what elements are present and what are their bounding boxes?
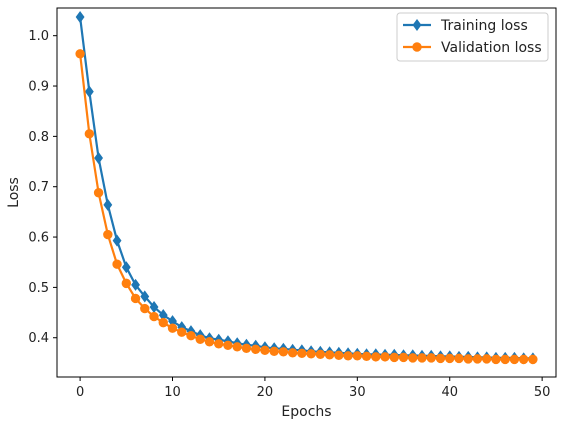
training-loss-point: [121, 261, 131, 274]
validation-loss-point: [250, 344, 261, 355]
validation-loss-point: [389, 352, 399, 363]
validation-loss-point: [491, 354, 501, 365]
validation-loss-point: [500, 354, 510, 365]
validation-loss-point: [380, 352, 390, 362]
validation-loss-point: [509, 354, 520, 365]
validation-loss-point: [103, 229, 113, 240]
validation-loss-point: [352, 351, 363, 361]
validation-loss-point: [408, 353, 418, 363]
validation-loss-point: [112, 259, 122, 269]
legend-box: [396, 12, 549, 62]
legend-training-loss-label: Training loss: [440, 18, 528, 34]
training-loss-point: [112, 234, 122, 247]
y-tick-label: 0.8: [28, 130, 49, 145]
validation-loss-point: [417, 353, 427, 363]
validation-loss-point: [204, 337, 215, 347]
validation-loss-point: [334, 350, 344, 361]
y-tick-label: 0.6: [28, 231, 49, 246]
validation-loss-point: [518, 354, 529, 365]
validation-loss-point: [269, 346, 279, 357]
y-tick-label: 1.0: [28, 29, 49, 44]
validation-loss-point: [195, 334, 205, 344]
x-tick-label: 30: [349, 385, 366, 400]
training-loss-point: [75, 11, 85, 24]
validation-loss-point: [481, 354, 492, 364]
y-tick-label: 0.5: [28, 281, 49, 296]
validation-loss-point: [177, 327, 187, 337]
x-tick-label: 50: [534, 385, 551, 400]
validation-loss-point: [371, 352, 381, 362]
y-axis-label: Loss: [6, 177, 22, 208]
validation-loss-point: [426, 353, 436, 363]
validation-loss-point: [84, 129, 95, 139]
validation-loss-point: [167, 323, 178, 333]
legend-validation-loss-label: Validation loss: [441, 40, 542, 56]
y-axis-ticks: 0.4 0.5 0.6 0.7 0.8 0.9 1.0: [28, 29, 57, 346]
validation-loss-point: [398, 352, 409, 363]
validation-loss-point: [343, 351, 353, 361]
validation-loss-point: [241, 343, 252, 354]
validation-loss-point: [140, 303, 150, 314]
x-tick-label: 20: [257, 385, 274, 400]
validation-loss-point: [454, 353, 464, 364]
y-tick-label: 0.4: [28, 331, 49, 346]
training-loss-point: [140, 290, 150, 303]
validation-loss-point: [445, 353, 455, 364]
legend-validation-loss-marker: [412, 42, 422, 52]
legend: Training loss Validation loss: [396, 12, 549, 62]
legend-training-loss-marker: [412, 18, 422, 32]
validation-loss-point: [232, 342, 242, 352]
validation-loss-point: [75, 49, 85, 59]
x-tick-label: 10: [164, 385, 181, 400]
x-axis-ticks: 0 10 20 30 40 50: [76, 377, 550, 400]
validation-loss-point: [528, 354, 538, 365]
training-loss-point: [103, 198, 113, 211]
x-axis-label: Epochs: [281, 404, 331, 420]
validation-loss-point: [186, 331, 196, 341]
training-loss-point: [84, 85, 94, 98]
validation-loss-point: [472, 354, 483, 364]
validation-loss-point: [130, 293, 141, 304]
validation-loss-point: [121, 278, 132, 289]
validation-loss-point: [93, 188, 104, 198]
y-tick-label: 0.7: [28, 180, 49, 195]
validation-loss-point: [223, 340, 233, 350]
validation-loss-point: [463, 354, 473, 364]
series-layer: [75, 11, 538, 365]
validation-loss-point: [260, 345, 270, 356]
validation-loss-point: [324, 350, 335, 360]
x-tick-label: 0: [76, 385, 84, 400]
validation-loss-point: [315, 349, 326, 360]
x-tick-label: 40: [441, 385, 458, 400]
validation-loss-point: [214, 339, 224, 349]
validation-loss-point: [297, 348, 307, 359]
validation-loss-point: [435, 353, 446, 364]
validation-loss-point: [306, 349, 316, 359]
validation-loss-point: [158, 317, 168, 328]
validation-loss-point: [278, 347, 289, 357]
plot-area: [57, 8, 556, 377]
training-loss-point: [131, 278, 140, 291]
validation-loss-point: [149, 311, 159, 322]
y-tick-label: 0.9: [28, 80, 49, 95]
training-loss-point: [94, 151, 104, 165]
plot-frame: [56, 7, 557, 378]
validation-loss-point: [361, 351, 372, 362]
validation-loss-point: [287, 348, 298, 358]
